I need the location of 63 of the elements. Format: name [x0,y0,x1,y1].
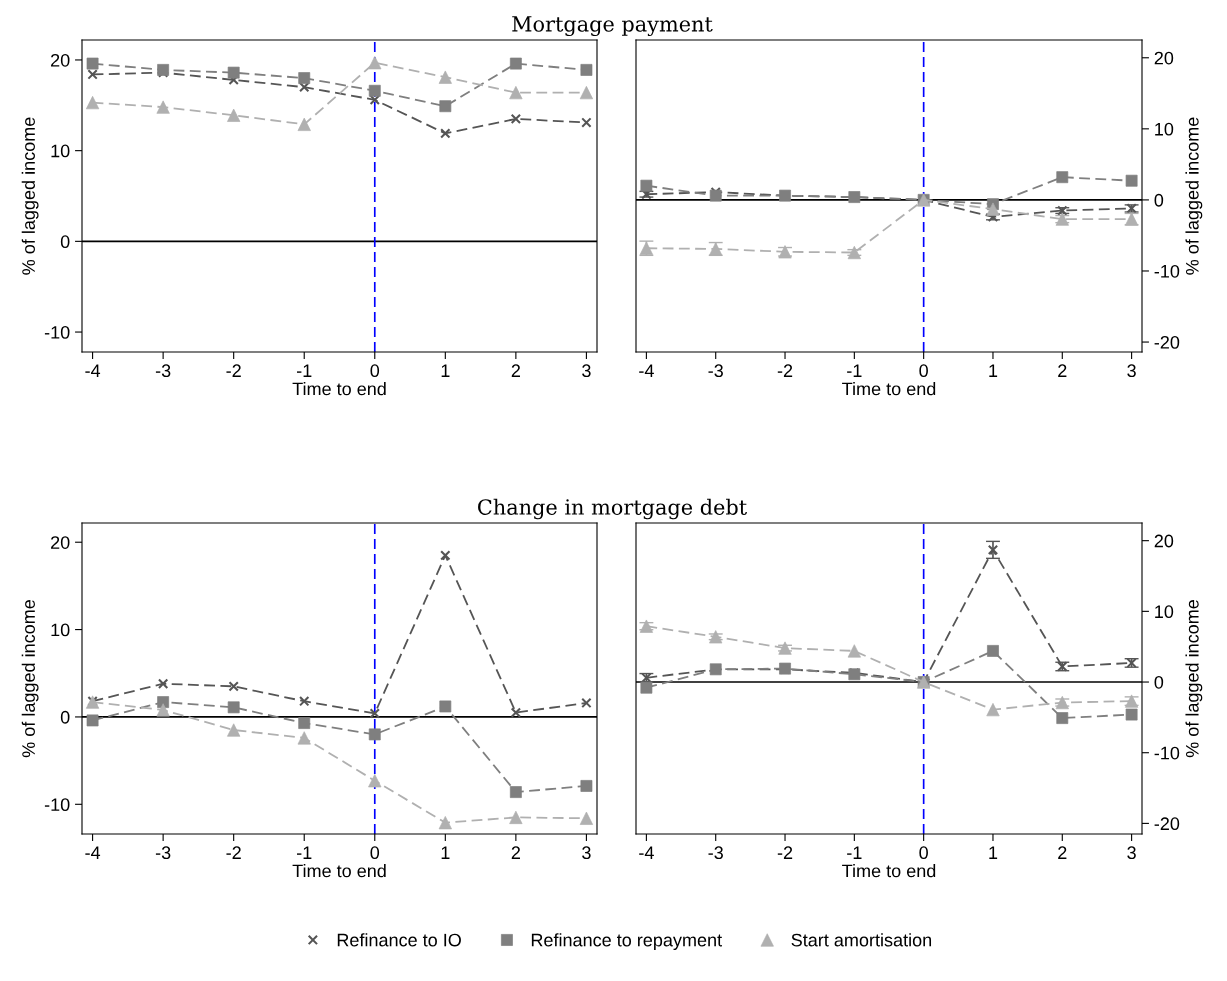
x-tick-label: 0 [919,364,928,378]
y-tick-label: 20 [51,536,70,549]
x-tick-label: 3 [582,846,591,860]
x-tick-label: 2 [511,846,520,859]
chart-title: Mortgage payment [512,16,713,37]
x-tick-label: 0 [370,364,380,378]
y2-tick-label: 20 [1154,51,1174,65]
x-axis-title: Time to end [292,382,386,396]
x-tick-label: 3 [1127,846,1136,860]
y2-tick-label: 0 [1154,675,1164,689]
y2-tick-label: -10 [1154,264,1180,278]
x-tick-label: 0 [919,846,928,860]
x-tick-label: 1 [441,846,450,859]
x-tick-label: -2 [226,364,241,377]
x-tick-label: -2 [777,364,793,377]
legend-label: Refinance to IO [337,933,461,947]
x-tick-label: 2 [511,364,520,377]
x-tick-label: -1 [297,846,312,859]
y2-tick-label: 10 [1155,122,1174,136]
y-tick-label: 0 [60,710,70,724]
x-tick-label: -4 [85,846,101,859]
legend-label: Refinance to repayment [531,933,722,951]
y-tick-label: -10 [44,325,70,339]
x-axis-title: Time to end [842,382,936,396]
y2-tick-label: 0 [1154,193,1164,207]
x-tick-label: -1 [847,846,862,859]
y-tick-label: 0 [60,235,70,249]
x-tick-label: 2 [1058,846,1067,859]
x-tick-label: 2 [1058,364,1067,377]
x-tick-label: 3 [582,364,591,378]
y2-axis-title: % of lagged income [1185,117,1203,275]
y2-tick-label: -20 [1154,817,1180,831]
x-tick-label: -3 [708,846,723,860]
y-tick-label: 10 [51,623,70,637]
y2-tick-label: -20 [1154,335,1180,349]
x-tick-label: -3 [708,364,723,378]
y2-tick-label: 10 [1155,605,1174,619]
chart-title: Change in mortgage debt [478,498,747,520]
y2-tick-label: -10 [1154,746,1180,760]
x-tick-label: -4 [639,364,654,377]
y-axis-title: % of lagged income [21,117,39,275]
x-tick-label: -1 [297,364,312,377]
legend-label: Start amortisation [791,933,932,947]
x-tick-label: -3 [155,846,171,860]
y-tick-label: -10 [44,798,70,812]
x-axis-title: Time to end [292,864,386,878]
y-tick-label: 20 [51,53,70,67]
y-tick-label: 10 [51,144,70,158]
x-tick-label: -2 [777,846,793,859]
x-tick-label: 0 [370,846,380,860]
y2-axis-title: % of lagged income [1185,600,1203,758]
y-axis-title: % of lagged income [21,600,39,758]
x-tick-label: -4 [85,364,101,377]
x-tick-label: -2 [226,846,241,859]
x-tick-label: 1 [989,364,998,377]
x-tick-label: -1 [847,364,862,377]
x-tick-label: 1 [441,364,450,377]
x-tick-label: 1 [989,846,998,859]
x-tick-label: 3 [1127,364,1136,378]
x-tick-label: -3 [155,364,171,378]
x-tick-label: -4 [639,846,654,859]
x-axis-title: Time to end [842,864,936,878]
y2-tick-label: 20 [1154,534,1174,548]
